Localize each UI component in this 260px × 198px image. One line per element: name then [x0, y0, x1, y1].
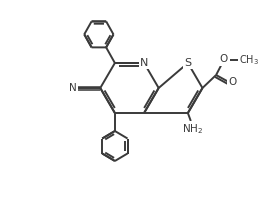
Text: O: O [220, 54, 228, 64]
Text: S: S [184, 58, 191, 68]
Text: N: N [140, 58, 148, 68]
Text: O: O [229, 77, 237, 87]
Text: CH$_3$: CH$_3$ [239, 53, 259, 67]
Text: N: N [69, 83, 77, 93]
Text: NH$_2$: NH$_2$ [182, 122, 203, 136]
